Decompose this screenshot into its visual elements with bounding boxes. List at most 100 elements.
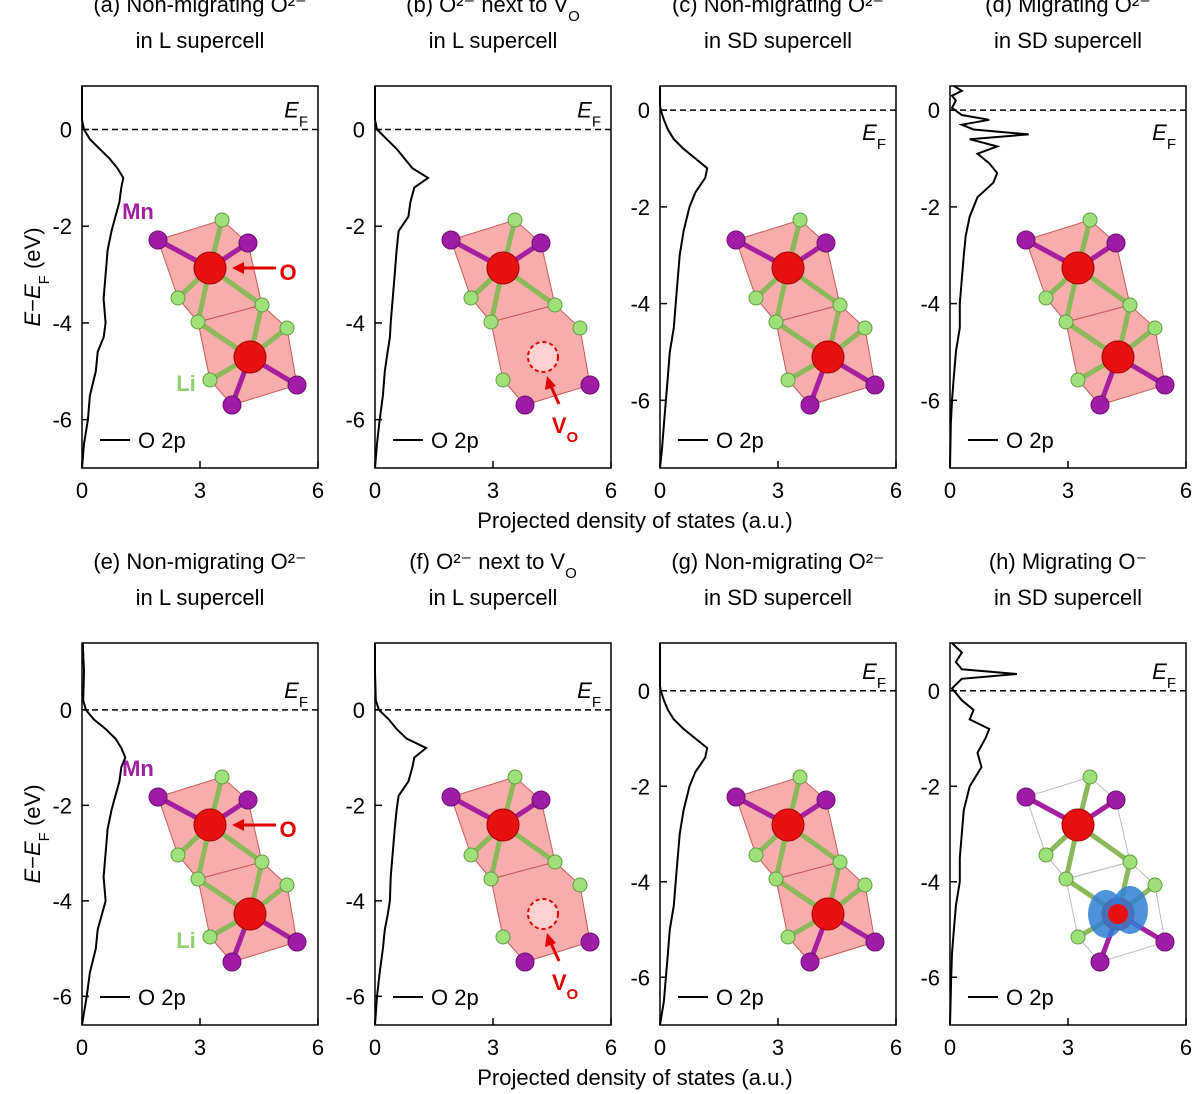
li-atom (547, 297, 563, 313)
y-axis-label-part: (eV) (20, 227, 45, 275)
panel-title-part: in SD supercell (704, 28, 852, 53)
mn-atom (441, 787, 461, 807)
y-tick-label: -2 (52, 214, 72, 239)
crystal-structure (1016, 769, 1175, 972)
crystal-structure (726, 212, 885, 415)
panel-title-part: in SD supercell (994, 28, 1142, 53)
li-atom (483, 314, 499, 330)
fermi-label-part: E (862, 120, 877, 145)
legend-label: O 2p (716, 428, 764, 453)
mn-atom (1090, 952, 1110, 972)
fermi-label: EF (577, 98, 601, 130)
x-tick-label: 0 (654, 1035, 666, 1060)
li-atom (780, 372, 796, 388)
panel-title-part: (a) Non-migrating O²⁻ (93, 0, 306, 17)
arrow-head (545, 933, 556, 947)
pdos-line (949, 85, 1029, 469)
y-tick-label: -2 (630, 195, 650, 220)
vacancy-label-part: V (552, 413, 567, 438)
y-axis-label-part: − (20, 299, 45, 312)
x-tick-label: 0 (944, 1035, 956, 1060)
li-atom (507, 212, 523, 228)
panel-title-part: (g) Non-migrating O²⁻ (671, 549, 884, 574)
panel-title-part: in L supercell (136, 28, 265, 53)
x-tick-label: 0 (944, 478, 956, 503)
mn-atom (580, 375, 600, 395)
x-tick-label: 0 (654, 478, 666, 503)
li-atom (1122, 854, 1138, 870)
y-axis-label-part: E (20, 312, 45, 327)
o-atom (771, 251, 805, 285)
mn-atom (287, 932, 307, 952)
y-axis-label-part: − (20, 856, 45, 869)
mn-label: Mn (122, 756, 154, 781)
legend-label: O 2p (1006, 985, 1054, 1010)
y-tick-label: 0 (638, 98, 650, 123)
x-tick-label: 3 (487, 1035, 499, 1060)
y-axis-label-part: F (36, 275, 53, 284)
li-atom (1147, 877, 1163, 893)
li-atom (214, 769, 230, 785)
y-axis-label-part: E (20, 841, 45, 856)
o-atom (1101, 340, 1135, 374)
panel-title: (h) Migrating O⁻ (989, 549, 1147, 574)
panel-title-part: in L supercell (429, 28, 558, 53)
x-tick-label: 3 (194, 478, 206, 503)
fermi-label-part: F (877, 136, 886, 153)
fermi-label-part: F (592, 113, 601, 130)
y-tick-label: 0 (928, 679, 940, 704)
fermi-label-part: E (577, 678, 592, 703)
fermi-label-part: F (1167, 136, 1176, 153)
li-atom (1070, 372, 1086, 388)
pdos-line (374, 643, 428, 1026)
pdos-line (374, 86, 430, 469)
panel-title: in SD supercell (994, 585, 1142, 610)
y-tick-label: -2 (920, 774, 940, 799)
y-tick-label: -6 (52, 408, 72, 433)
mn-atom (148, 787, 168, 807)
panel-title-part: (e) Non-migrating O²⁻ (93, 549, 306, 574)
y-tick-label: -4 (920, 292, 940, 317)
panel-title: (a) Non-migrating O²⁻ (93, 0, 306, 17)
o-atom (486, 808, 520, 842)
mn-atom (816, 233, 836, 253)
mn-atom (515, 952, 535, 972)
y-tick-label: 0 (60, 698, 72, 723)
vacancy-label: VO (552, 413, 579, 446)
arrow-head (232, 262, 244, 274)
fermi-label-part: F (1167, 674, 1176, 691)
y-tick-label: -2 (920, 195, 940, 220)
pdos-line (659, 86, 709, 469)
x-tick-label: 0 (76, 1035, 88, 1060)
x-tick-label: 0 (76, 478, 88, 503)
vacancy (527, 898, 559, 930)
o-atom (193, 251, 227, 285)
o-atom (193, 808, 227, 842)
y-tick-label: -4 (52, 889, 72, 914)
fermi-label-part: F (299, 113, 308, 130)
fermi-label-part: F (592, 693, 601, 710)
pdos-line (81, 86, 125, 469)
li-atom (1082, 212, 1098, 228)
y-tick-label: -6 (52, 984, 72, 1009)
li-atom (463, 290, 479, 306)
y-tick-label: 0 (928, 98, 940, 123)
li-atom (170, 847, 186, 863)
vacancy-label-part: V (552, 970, 567, 995)
y-tick-label: -4 (345, 889, 365, 914)
vacancy-label-part: O (567, 429, 579, 446)
o-atom (486, 251, 520, 285)
panel-title: (c) Non-migrating O²⁻ (672, 0, 884, 17)
panel: (g) Non-migrating O²⁻ in SD supercell EF O … (630, 549, 902, 1060)
y-tick-label: -6 (345, 408, 365, 433)
panel-title: in SD supercell (994, 28, 1142, 53)
y-tick-label: -4 (630, 870, 650, 895)
li-label: Li (176, 928, 196, 953)
fermi-label-part: F (877, 674, 886, 691)
li-atom (202, 929, 218, 945)
fermi-label-part: E (1152, 120, 1167, 145)
panel: (c) Non-migrating O²⁻ in SD supercell EF O … (630, 0, 902, 503)
